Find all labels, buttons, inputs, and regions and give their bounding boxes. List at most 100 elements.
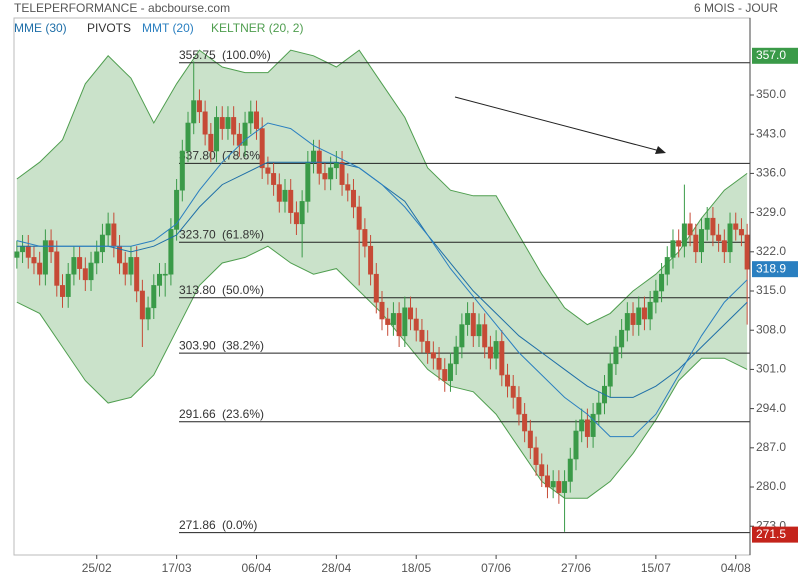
candle-body (208, 133, 214, 152)
candle-body (59, 285, 65, 297)
legend-entry: MME (30) (14, 21, 67, 35)
candle-body (379, 301, 385, 320)
candle-body (77, 257, 83, 269)
candle-body (636, 307, 642, 325)
candle-body (624, 313, 630, 331)
pivot-label: 313.80 (179, 283, 216, 297)
candle-body (607, 363, 613, 387)
candle-body (670, 240, 676, 258)
candle-body (219, 117, 225, 129)
x-tick-label: 04/08 (721, 561, 751, 575)
candle-body (65, 273, 71, 297)
candle-body (145, 307, 151, 320)
candle-body (533, 447, 539, 465)
candle-body (744, 234, 750, 270)
moving-average (16, 122, 748, 438)
candle-body (567, 458, 573, 482)
x-tick-label: 15/07 (641, 561, 671, 575)
candle-body (727, 223, 733, 253)
candle-body (373, 273, 379, 303)
candle-body (214, 117, 220, 152)
candle-body (162, 273, 168, 276)
candle-body (630, 313, 636, 325)
candle-body (436, 357, 442, 370)
pivot-pct: (0.0%) (222, 518, 257, 532)
x-tick-label: 28/04 (321, 561, 351, 575)
candle-body (402, 307, 408, 337)
candle-body (42, 240, 48, 275)
pivot-pct: (100.0%) (222, 48, 271, 62)
pivot-pct: (61.8%) (222, 227, 264, 241)
candle-body (430, 352, 436, 359)
candle-body (419, 329, 425, 342)
candle-body (619, 329, 625, 348)
candle-body (20, 245, 26, 253)
candle-body (356, 206, 362, 230)
candle-body (687, 223, 693, 236)
candle-body (362, 229, 368, 247)
legend-entry: PIVOTS (87, 21, 131, 35)
candle-body (350, 189, 356, 208)
candle-body (299, 201, 305, 225)
y-tick-label: 336.0 (756, 166, 786, 180)
candle-body (225, 117, 231, 129)
candle-body (544, 475, 550, 488)
candle-body (664, 257, 670, 275)
keltner-upper (16, 49, 748, 326)
keltner-fill (16, 50, 748, 499)
pivot-label: 291.66 (179, 407, 216, 421)
y-tick-label: 287.0 (756, 440, 786, 454)
candle-body (156, 273, 162, 286)
candle-body (185, 122, 191, 152)
candle-body (311, 150, 317, 163)
candle-body (122, 262, 128, 275)
price-box (752, 526, 798, 543)
y-tick-label: 315.0 (756, 283, 786, 297)
candle-body (134, 257, 140, 292)
candle-body (139, 290, 145, 320)
x-tick-label: 07/06 (481, 561, 511, 575)
candle-body (276, 184, 282, 202)
candle-body (584, 419, 590, 437)
x-tick-label: 18/05 (401, 561, 431, 575)
candle-body (128, 257, 134, 275)
candle-body (510, 385, 516, 398)
chart-subtitle: 6 MOIS - JOUR (694, 1, 778, 15)
candle-body (613, 346, 619, 365)
candle-body (253, 111, 259, 129)
pivot-pct: (50.0%) (222, 283, 264, 297)
candle-body (487, 346, 493, 359)
candle-body (721, 240, 727, 253)
candle-body (191, 100, 197, 124)
candle-body (328, 167, 334, 180)
x-tick-label: 06/04 (241, 561, 271, 575)
candle-body (265, 167, 271, 174)
candle-body (305, 161, 311, 202)
candle-body (659, 273, 665, 292)
candle-body (493, 341, 499, 359)
candle-body (453, 346, 459, 365)
price-box (752, 261, 798, 278)
candle-body (82, 268, 88, 281)
candle-body (596, 402, 602, 415)
candle-body (470, 313, 476, 337)
pivot-label: 271.86 (179, 518, 216, 532)
candle-body (704, 217, 710, 230)
candle-body (505, 374, 511, 387)
candle-body (202, 111, 208, 135)
price-box-label: 318.9 (756, 261, 786, 275)
y-tick-label: 329.0 (756, 205, 786, 219)
candle-body (31, 257, 37, 264)
arrow-head (655, 146, 666, 154)
candle-body (54, 251, 60, 286)
candle-body (71, 257, 77, 275)
candle-body (168, 229, 174, 275)
candle-body (641, 307, 647, 320)
candle-body (693, 234, 699, 253)
candle-body (37, 262, 43, 275)
candle-body (282, 189, 288, 202)
pivot-pct: (78.6%) (222, 148, 264, 162)
candle-body (322, 173, 328, 180)
candle-body (196, 100, 202, 113)
